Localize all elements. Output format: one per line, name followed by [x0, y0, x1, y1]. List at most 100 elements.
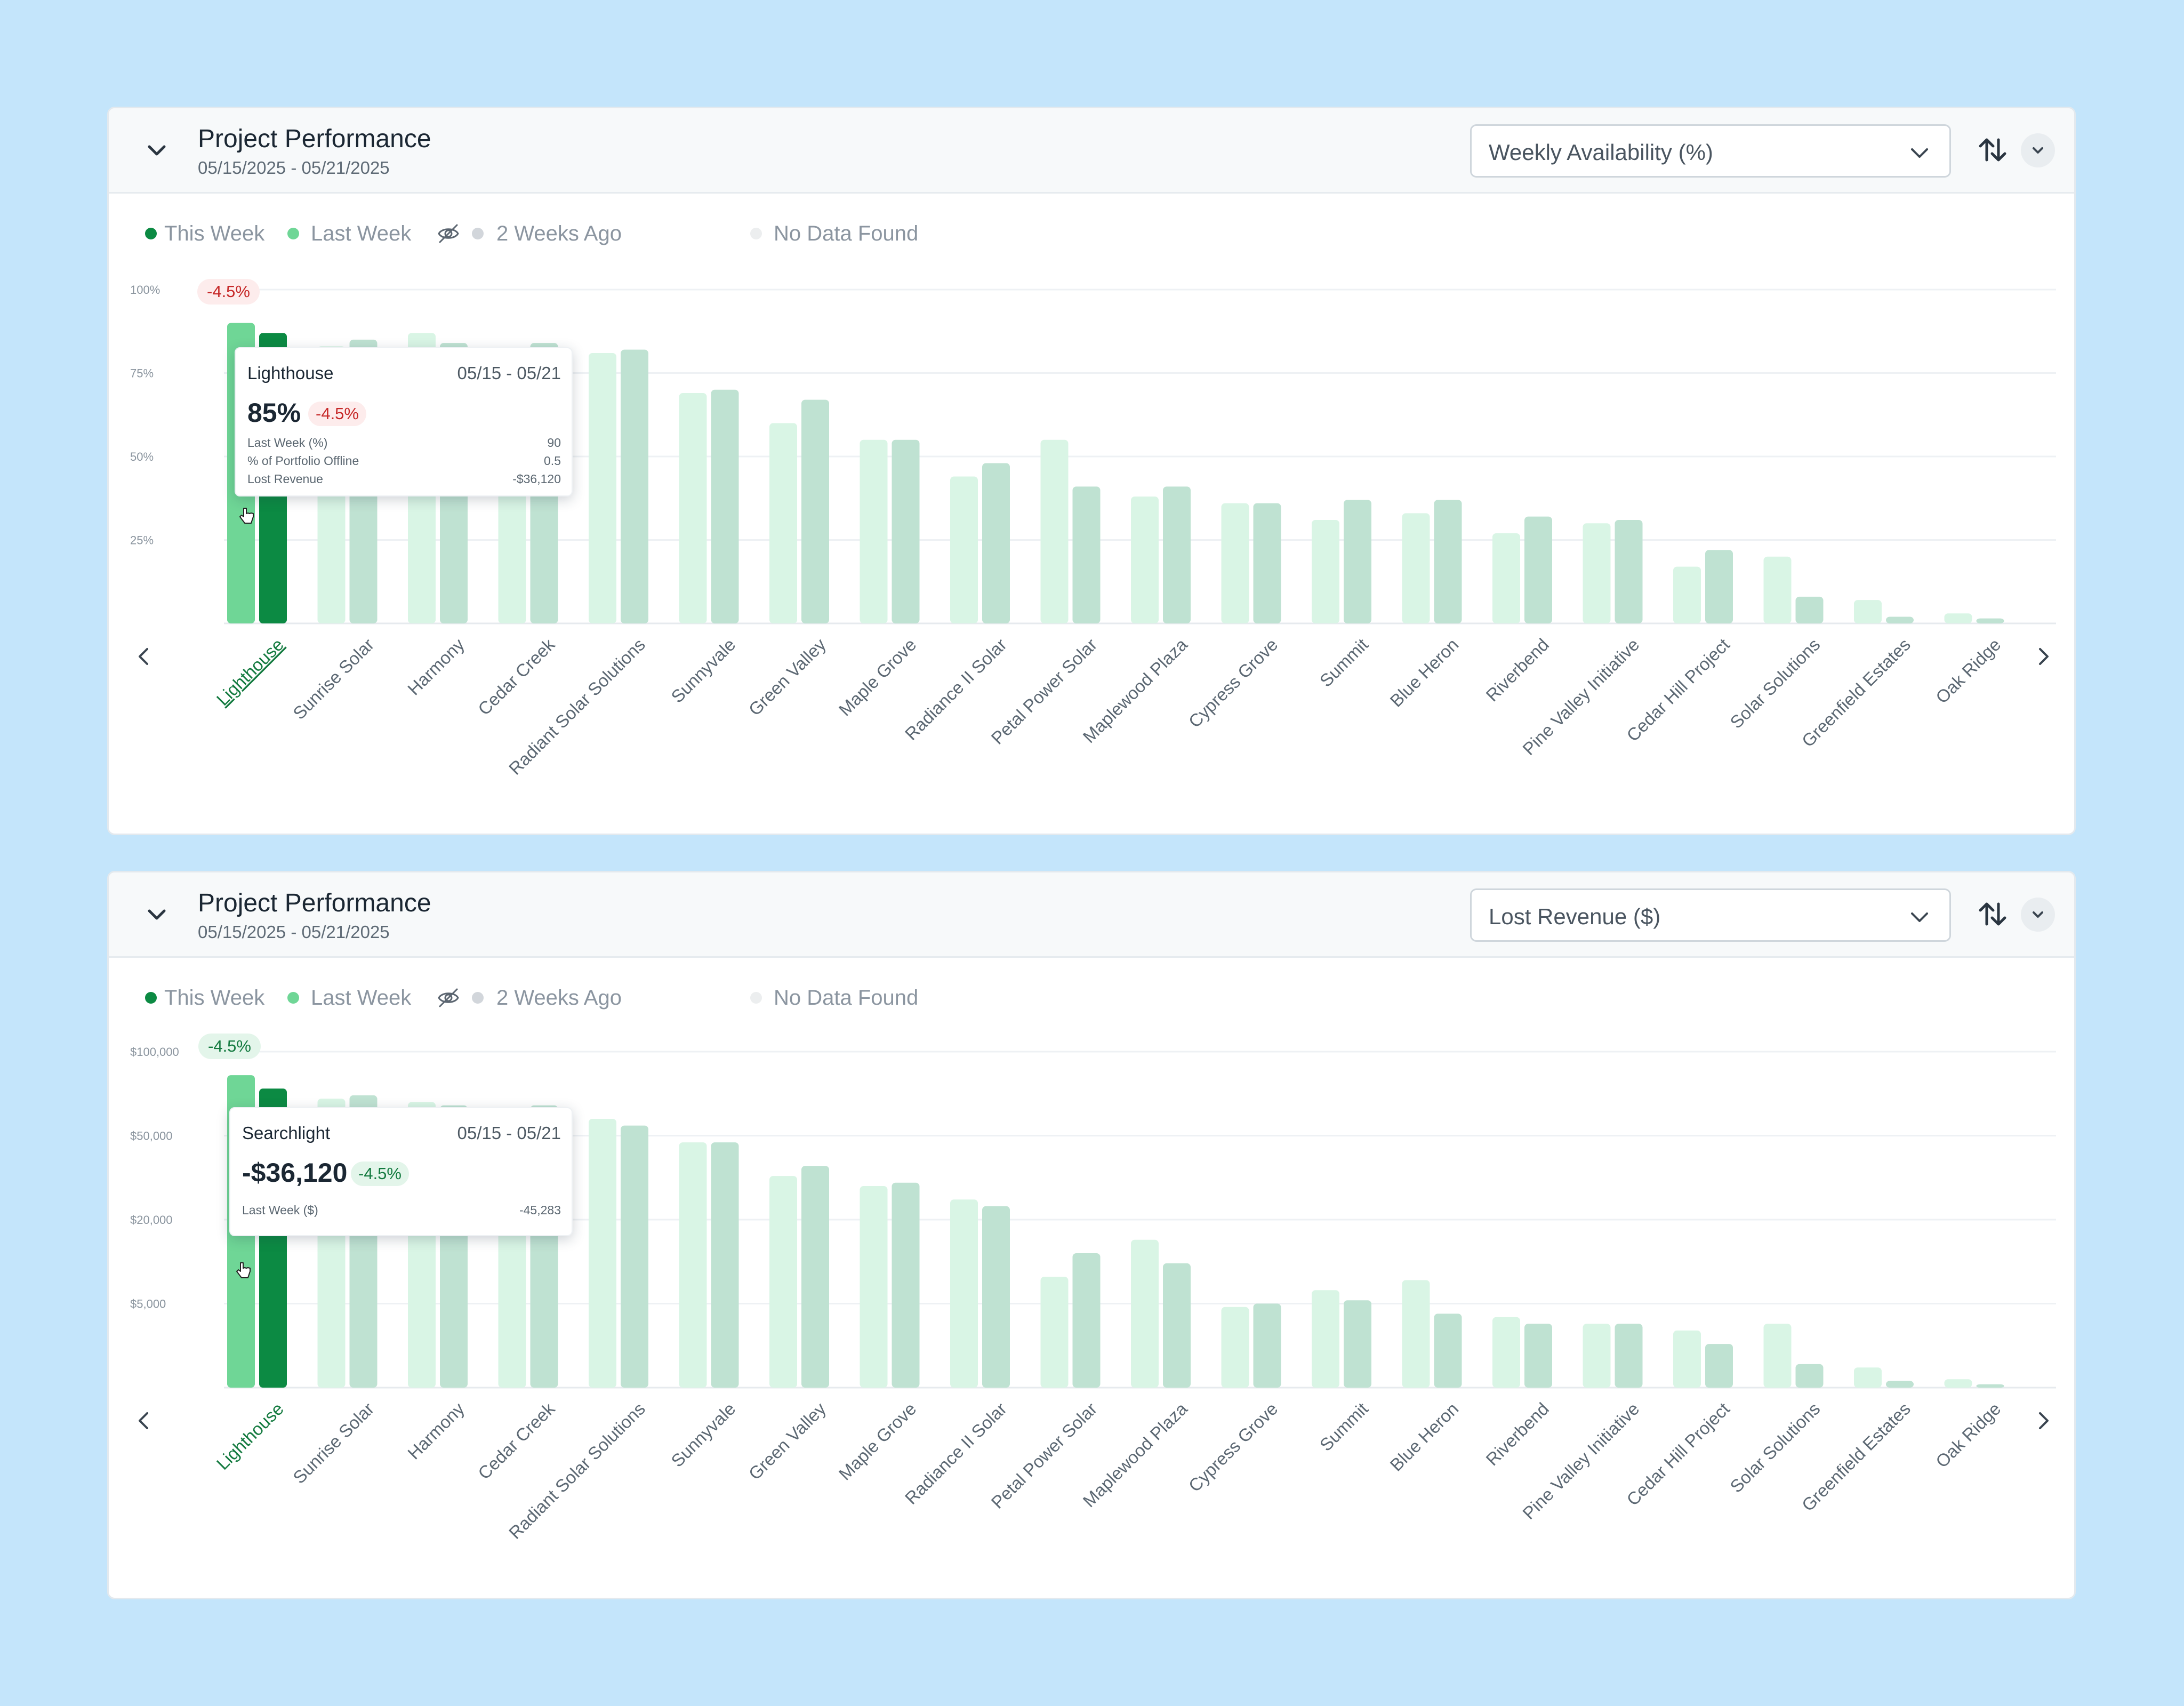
bar-this-week: [1615, 1324, 1643, 1388]
x-tick-label: Solar Solutions: [1726, 635, 1824, 732]
x-tick-label: Cypress Grove: [1185, 1399, 1282, 1496]
bar-last-week: [1131, 496, 1159, 623]
bar-last-week: [1673, 1330, 1701, 1388]
two-weeks-ago-swatch: [472, 228, 484, 239]
x-tick-label: Solar Solutions: [1726, 1399, 1824, 1496]
bar-this-week: [1976, 1384, 2004, 1388]
metric-select-value: Weekly Availability (%): [1489, 140, 1713, 165]
x-tick-label: Cedar Creek: [474, 1398, 559, 1483]
tooltip-change-badge: -4.5%: [308, 402, 366, 426]
y-tick-label: $20,000: [130, 1213, 173, 1227]
bar-last-week: [1763, 1324, 1792, 1388]
y-tick-label: 100%: [130, 283, 160, 297]
more-options-chevron-icon[interactable]: [2021, 133, 2055, 167]
bar-last-week: [1312, 519, 1339, 623]
x-tick-label: Summit: [1316, 1399, 1372, 1455]
panel-title: Project Performance: [198, 125, 431, 153]
bar-this-week: [1886, 1381, 1914, 1388]
x-tick-label: Riverbend: [1482, 1399, 1553, 1470]
bar-this-week: [1705, 1344, 1733, 1388]
bar-last-week: [1492, 1317, 1520, 1388]
project-performance-panel: Project Performance 05/15/2025 - 05/21/2…: [107, 107, 2076, 835]
bar-last-week: [679, 1142, 707, 1388]
bar-this-week: [1163, 486, 1191, 623]
tooltip-value: -$36,120: [242, 1158, 348, 1188]
scroll-right-chevron-icon[interactable]: [2028, 1406, 2058, 1436]
x-tick-label: Blue Heron: [1386, 635, 1463, 711]
bar-last-week: [1221, 503, 1249, 623]
metric-select[interactable]: Weekly Availability (%): [1470, 124, 1951, 178]
chevron-down-icon: [1911, 912, 1928, 922]
bar-tooltip: Lighthouse 05/15 - 05/21 85% -4.5% Last …: [235, 347, 573, 496]
no-data-swatch: [750, 992, 762, 1004]
bar-this-week: [1615, 519, 1643, 623]
tooltip-row: Lost Revenue -$36,120: [247, 472, 561, 486]
bar-last-week: [589, 353, 616, 623]
scroll-left-chevron-icon[interactable]: [129, 1406, 159, 1436]
panel-date-range: 05/15/2025 - 05/21/2025: [198, 922, 390, 942]
more-options-chevron-icon[interactable]: [2021, 898, 2055, 932]
bar-last-week: [860, 439, 888, 623]
bar-last-week: [1854, 1367, 1882, 1388]
metric-select-value: Lost Revenue ($): [1489, 904, 1661, 929]
bar-this-week: [621, 349, 648, 623]
x-tick-label: Sunnyvale: [667, 635, 739, 707]
bar-last-week: [950, 476, 978, 623]
bar-last-week: [1040, 1277, 1069, 1388]
scroll-left-chevron-icon[interactable]: [129, 642, 159, 671]
bar-this-week: [801, 399, 829, 623]
collapse-chevron-icon[interactable]: [141, 135, 173, 167]
x-tick-label: Harmony: [404, 1398, 468, 1463]
sort-icon[interactable]: [1975, 896, 2010, 932]
pointer-cursor-icon: [239, 508, 254, 524]
bar-tooltip: Searchlight 05/15 - 05/21 -$36,120 -4.5%…: [229, 1107, 573, 1236]
bar-last-week: [769, 423, 797, 623]
bar-this-week: [1163, 1263, 1191, 1388]
bar-this-week: [1434, 1313, 1462, 1388]
panel-header: Project Performance 05/15/2025 - 05/21/2…: [109, 872, 2074, 958]
collapse-chevron-icon[interactable]: [141, 899, 173, 931]
bar-last-week: [1040, 439, 1069, 623]
last-week-swatch: [287, 992, 299, 1004]
bar-last-week: [950, 1199, 978, 1388]
bar-last-week: [1854, 600, 1882, 623]
x-tick-label: Summit: [1316, 635, 1372, 691]
bar-this-week: [892, 1182, 920, 1388]
x-tick-label: Maple Grove: [835, 635, 920, 720]
bar-last-week: [1583, 523, 1611, 623]
x-tick-label: Blue Heron: [1386, 1399, 1463, 1475]
x-tick-label: Oak Ridge: [1932, 635, 2004, 707]
bar-last-week: [589, 1119, 616, 1388]
bar-this-week: [711, 1142, 739, 1388]
change-badge: -4.5%: [197, 279, 260, 305]
panel-title: Project Performance: [198, 889, 431, 917]
tooltip-project-name: Searchlight: [242, 1123, 331, 1143]
panel-date-range: 05/15/2025 - 05/21/2025: [198, 158, 390, 178]
bar-last-week: [1673, 566, 1701, 623]
bar-this-week: [1524, 1324, 1552, 1388]
bar-this-week: [1072, 486, 1101, 623]
bar-this-week: [1976, 618, 2004, 623]
metric-select[interactable]: Lost Revenue ($): [1470, 888, 1951, 942]
bar-last-week: [1131, 1239, 1159, 1388]
x-tick-label: Lighthouse: [213, 635, 287, 709]
chevron-down-icon: [1911, 148, 1928, 158]
x-tick-label: Green Valley: [745, 1398, 830, 1484]
bar-last-week: [1402, 1280, 1430, 1388]
scroll-right-chevron-icon[interactable]: [2028, 642, 2058, 671]
bar-this-week: [1072, 1253, 1101, 1388]
this-week-swatch: [145, 228, 157, 239]
bar-last-week: [679, 393, 707, 623]
tooltip-value: 85%: [247, 398, 301, 428]
bar-this-week: [1795, 1364, 1824, 1388]
x-tick-label: Lighthouse: [213, 1399, 287, 1473]
eye-off-icon: [438, 224, 459, 243]
tooltip-date-range: 05/15 - 05/21: [457, 363, 561, 383]
tooltip-project-name: Lighthouse: [247, 363, 334, 383]
sort-icon[interactable]: [1975, 132, 2010, 167]
y-tick-label: 50%: [130, 450, 154, 463]
bar-this-week: [711, 389, 739, 623]
bar-this-week: [1886, 616, 1914, 623]
bar-last-week: [1763, 556, 1792, 623]
tooltip-date-range: 05/15 - 05/21: [457, 1123, 561, 1143]
